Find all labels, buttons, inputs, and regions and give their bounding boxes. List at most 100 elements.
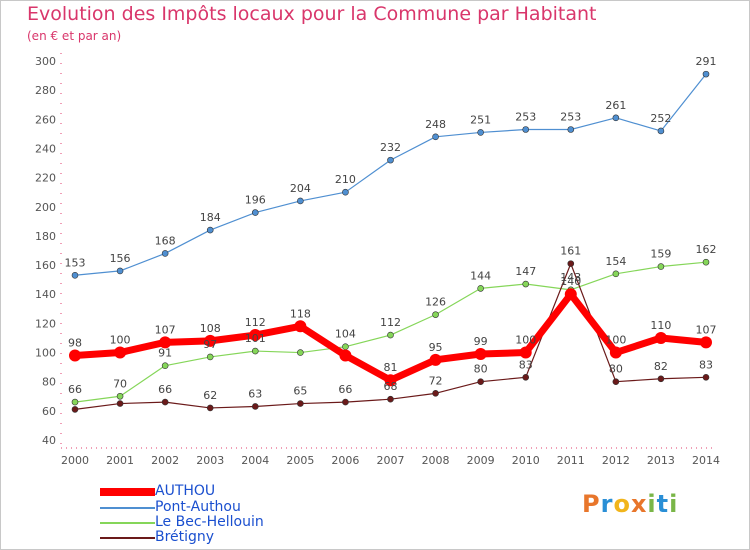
data-point-authou	[69, 349, 81, 362]
data-label-le-bec-hellouin: 91	[158, 347, 172, 360]
data-point-le-bec-hellouin	[71, 398, 79, 406]
data-point-le-bec-hellouin	[251, 347, 259, 355]
data-label-pont-authou: 156	[110, 252, 131, 265]
chart-title: Evolution des Impôts locaux pour la Comm…	[27, 3, 597, 25]
logo-letter: t	[656, 490, 670, 518]
logo-letter: r	[600, 490, 614, 518]
x-tick-label: 2008	[422, 454, 450, 467]
data-label-br-tigny: 83	[699, 358, 713, 371]
logo-letter: P	[582, 490, 601, 518]
data-point-pont-authou	[432, 133, 439, 141]
x-tick-label: 2011	[557, 454, 585, 467]
data-point-br-tigny	[116, 400, 124, 407]
data-point-le-bec-hellouin	[522, 280, 530, 288]
x-tick-label: 2001	[106, 454, 134, 467]
x-tick-label: 2010	[512, 454, 540, 467]
data-point-authou	[474, 347, 487, 360]
x-tick-label: 2012	[602, 454, 630, 467]
data-label-le-bec-hellouin: 147	[515, 265, 536, 278]
data-label-pont-authou: 251	[470, 113, 491, 126]
y-tick-label: 300	[35, 55, 56, 68]
data-point-pont-authou	[522, 126, 530, 133]
data-label-pont-authou: 196	[245, 194, 266, 207]
y-tick-label: 160	[35, 259, 56, 272]
data-label-pont-authou: 204	[290, 182, 311, 195]
data-point-pont-authou	[477, 129, 484, 136]
data-point-authou	[700, 336, 712, 349]
data-label-pont-authou: 252	[650, 112, 671, 125]
data-label-pont-authou: 168	[155, 234, 176, 247]
data-point-pont-authou	[206, 226, 214, 234]
data-point-authou	[519, 346, 532, 359]
data-point-authou	[159, 336, 172, 349]
data-point-le-bec-hellouin	[612, 270, 620, 278]
data-point-br-tigny	[251, 403, 259, 410]
data-point-le-bec-hellouin	[657, 263, 665, 270]
x-tick-label: 2009	[467, 454, 495, 467]
data-point-authou	[204, 334, 217, 347]
data-point-authou	[654, 331, 667, 344]
data-point-br-tigny	[612, 378, 620, 385]
y-tick-label: 220	[35, 172, 56, 185]
x-tick-label: 2003	[196, 454, 224, 467]
data-label-br-tigny: 80	[474, 363, 488, 376]
x-tick-label: 2004	[241, 454, 269, 467]
data-label-br-tigny: 80	[609, 363, 623, 376]
y-tick-label: 140	[35, 288, 56, 301]
x-tick-label: 2014	[692, 454, 720, 467]
data-label-le-bec-hellouin: 66	[68, 383, 82, 396]
data-label-pont-authou: 253	[515, 111, 536, 124]
data-point-br-tigny	[657, 375, 665, 383]
data-point-pont-authou	[71, 271, 79, 279]
x-tick-label: 2006	[331, 454, 359, 467]
legend-label-pont-authou: Pont-Authou	[155, 499, 241, 515]
legend-swatch-authou	[100, 488, 155, 496]
data-label-le-bec-hellouin: 159	[650, 248, 671, 261]
data-label-br-tigny: 83	[519, 358, 533, 371]
x-tick-label: 2005	[286, 454, 314, 467]
data-point-br-tigny	[522, 374, 530, 381]
data-label-le-bec-hellouin: 70	[113, 377, 127, 390]
data-point-pont-authou	[161, 250, 169, 257]
data-label-le-bec-hellouin: 144	[470, 269, 491, 282]
data-label-pont-authou: 232	[380, 141, 401, 154]
y-tick-label: 260	[35, 113, 56, 126]
data-point-br-tigny	[387, 395, 394, 403]
data-label-br-tigny: 65	[293, 385, 307, 398]
logo-letter: i	[647, 490, 657, 518]
data-label-br-tigny: 63	[248, 387, 262, 400]
data-point-le-bec-hellouin	[206, 353, 214, 361]
data-point-le-bec-hellouin	[297, 349, 304, 356]
data-label-authou: 107	[155, 323, 176, 336]
data-point-le-bec-hellouin	[387, 331, 394, 339]
data-label-br-tigny: 161	[560, 245, 581, 258]
legend-label-le-bec-hellouin: Le Bec-Hellouin	[155, 514, 264, 530]
data-label-le-bec-hellouin: 143	[560, 271, 581, 284]
data-label-le-bec-hellouin: 154	[605, 255, 626, 268]
data-point-pont-authou	[702, 70, 710, 78]
data-label-le-bec-hellouin: 104	[335, 328, 356, 341]
data-label-authou: 100	[110, 334, 131, 347]
data-point-br-tigny	[432, 390, 439, 397]
data-label-le-bec-hellouin: 162	[696, 243, 717, 256]
y-tick-label: 60	[42, 405, 56, 418]
data-point-le-bec-hellouin	[116, 392, 124, 400]
data-label-br-tigny: 72	[429, 374, 443, 387]
logo-letter: o	[613, 490, 631, 518]
data-label-le-bec-hellouin: 126	[425, 296, 446, 309]
data-point-pont-authou	[116, 267, 124, 275]
data-label-br-tigny: 66	[338, 383, 352, 396]
legend-swatch-le-bec-hellouin	[100, 522, 155, 524]
data-point-pont-authou	[612, 114, 620, 122]
data-label-br-tigny: 68	[384, 380, 398, 393]
data-label-authou: 112	[245, 316, 266, 329]
data-point-authou	[564, 288, 577, 301]
data-label-br-tigny: 66	[158, 383, 172, 396]
data-point-authou	[429, 353, 442, 366]
data-label-pont-authou: 253	[560, 111, 581, 124]
data-label-br-tigny: 82	[654, 360, 668, 373]
x-tick-label: 2000	[61, 454, 89, 467]
data-label-authou: 110	[650, 319, 671, 332]
